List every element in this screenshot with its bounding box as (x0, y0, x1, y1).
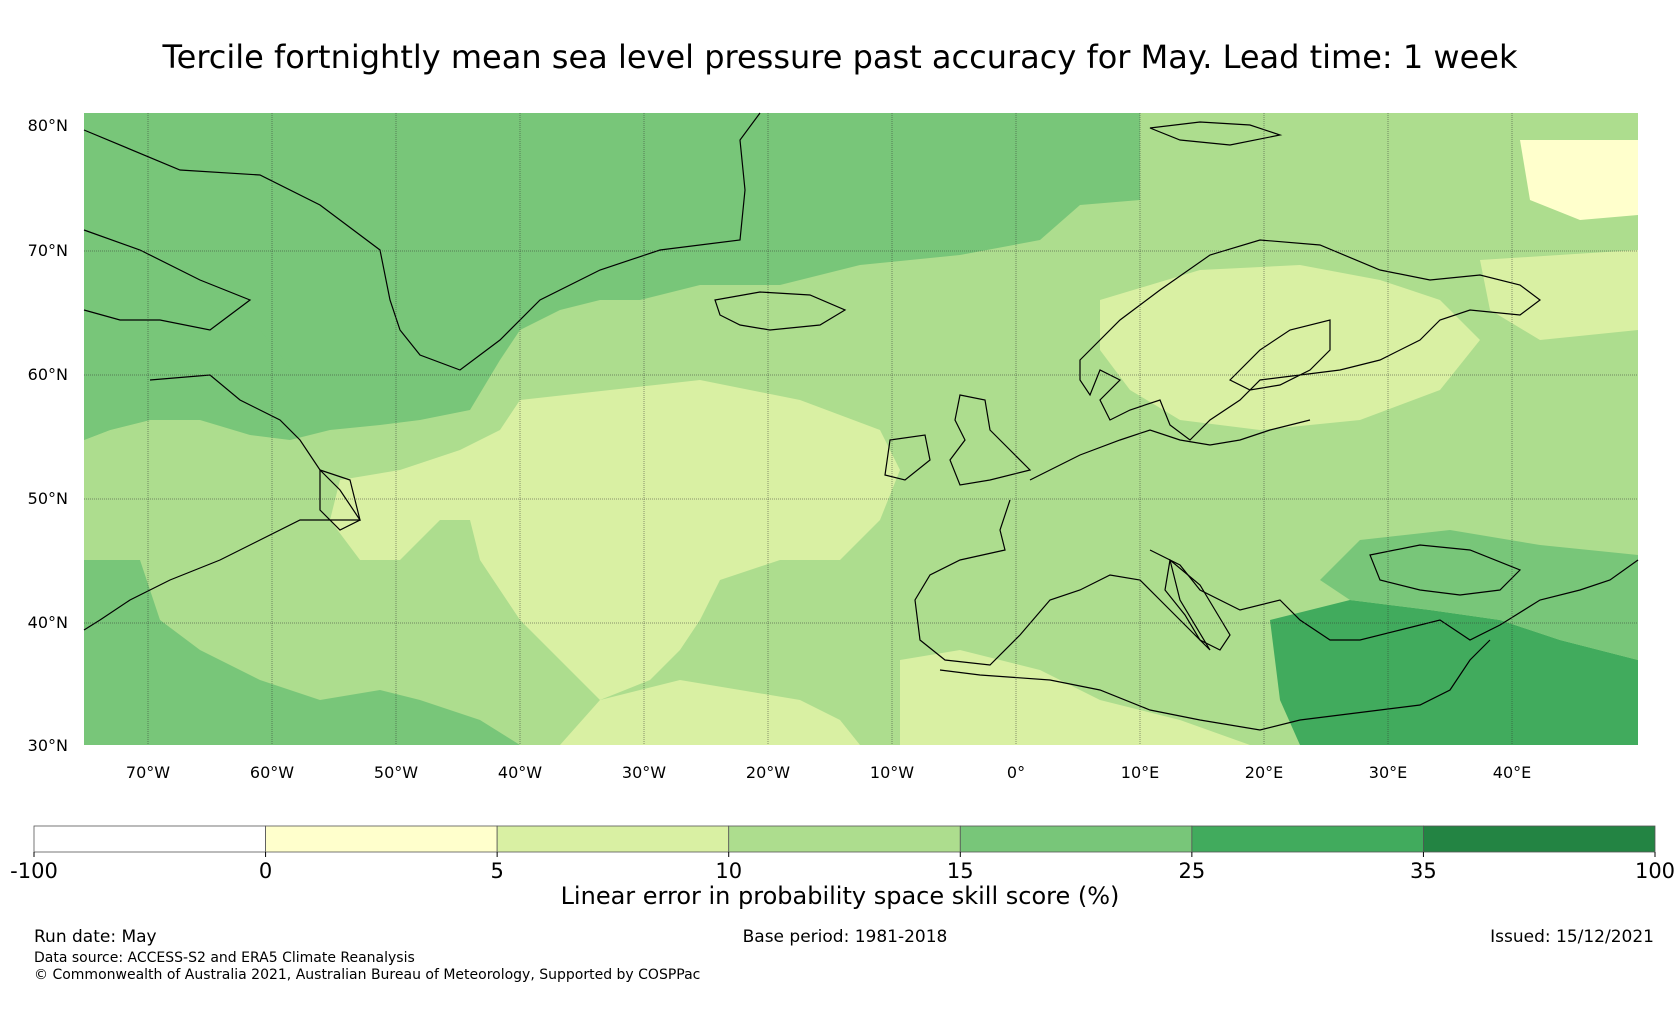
map-panel (83, 112, 1639, 745)
longitude-labels: 70°W 60°W 50°W 40°W 30°W 20°W 10°W 0° 10… (126, 763, 1531, 782)
graticule (84, 113, 1638, 745)
lon-label-40e: 40°E (1493, 763, 1531, 782)
greenland-coast (83, 112, 761, 371)
lon-label-30e: 30°E (1369, 763, 1407, 782)
colorbar-segment-3 (728, 825, 961, 853)
lon-label-20e: 20°E (1245, 763, 1283, 782)
region-barents (1140, 113, 1638, 300)
lon-label-10e: 10°E (1121, 763, 1159, 782)
coastlines (83, 112, 1639, 731)
colorbar-segment-4 (959, 825, 1193, 853)
colorbar-tick-label-1: 0 (259, 859, 272, 883)
region-labrador (84, 300, 300, 440)
region-canary (560, 680, 860, 745)
iceland-coast (714, 291, 847, 331)
region-scandinavia (1100, 265, 1480, 430)
latitude-labels: 80°N 70°N 60°N 50°N 40°N 30°N (28, 116, 68, 755)
lon-label-70w: 70°W (126, 763, 170, 782)
region-sw-atlantic (84, 560, 520, 745)
lon-label-50w: 50°W (374, 763, 418, 782)
region-central-atlantic (330, 380, 900, 700)
colorbar-segment-5 (1191, 825, 1424, 853)
lon-label-20w: 20°W (746, 763, 790, 782)
europe-coast (914, 419, 1639, 666)
colorbar-tick-label-5: 25 (1178, 859, 1205, 883)
data-source: Data source: ACCESS-S2 and ERA5 Climate … (34, 950, 415, 966)
colorbar-segment-6 (1423, 825, 1656, 853)
colorbar-tick-label-0: -100 (10, 859, 58, 883)
region-north-africa (900, 650, 1250, 745)
africa-coast (939, 639, 1491, 731)
lon-label-10w: 10°W (870, 763, 914, 782)
lat-label-70: 70°N (28, 241, 68, 260)
colorbar: -100 0 5 10 15 25 35 100 (10, 825, 1675, 883)
lat-label-60: 60°N (28, 365, 68, 384)
lat-label-30: 30°N (28, 736, 68, 755)
lon-label-60w: 60°W (250, 763, 294, 782)
region-black-sea (1320, 530, 1638, 660)
scandinavia-coast (1079, 239, 1541, 441)
british-isles-coast (884, 394, 1032, 486)
colorbar-tick-label-6: 35 (1410, 859, 1437, 883)
region-kara (1520, 140, 1638, 220)
colorbar-tick-label-3: 10 (715, 859, 742, 883)
svalbard-coast (1149, 121, 1283, 146)
italy-coast (1164, 558, 1231, 651)
colorbar-tick-label-2: 5 (490, 859, 503, 883)
colorbar-tick-label-7: 100 (1635, 859, 1675, 883)
lon-label-0: 0° (1007, 763, 1025, 782)
colorbar-segment-2 (496, 825, 730, 853)
copyright: © Commonwealth of Australia 2021, Austra… (34, 967, 701, 983)
region-russia-pale (1480, 250, 1638, 340)
black-sea-coast (1369, 544, 1522, 596)
lat-label-40: 40°N (28, 613, 68, 632)
region-east-med (1270, 600, 1638, 745)
base-period: Base period: 1981-2018 (742, 927, 948, 947)
colorbar-tick-label-4: 15 (947, 859, 974, 883)
colorbar-segment-0 (33, 825, 266, 853)
colorbar-segment-1 (265, 825, 498, 853)
colorbar-label: Linear error in probability space skill … (560, 882, 1120, 910)
lat-label-80: 80°N (28, 116, 68, 135)
lat-label-50: 50°N (28, 489, 68, 508)
newfoundland-coast (319, 469, 361, 531)
run-date: Run date: May (34, 927, 157, 947)
lon-label-40w: 40°W (498, 763, 542, 782)
finland-coast (1228, 319, 1331, 391)
lon-label-30w: 30°W (622, 763, 666, 782)
region-north-band (84, 113, 1140, 440)
issued-date: Issued: 15/12/2021 (1490, 927, 1654, 947)
chart-title: Tercile fortnightly mean sea level press… (162, 38, 1518, 76)
